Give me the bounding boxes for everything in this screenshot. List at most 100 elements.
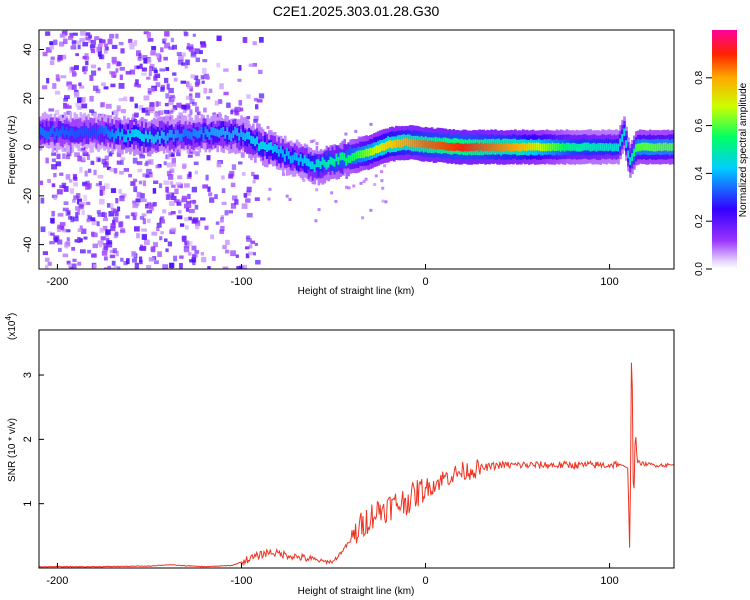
heatmap-cell [156, 227, 160, 231]
heatmap-cell [341, 152, 345, 168]
heatmap-cell [42, 85, 48, 90]
heatmap-cell [206, 155, 211, 161]
heatmap-cell [379, 144, 382, 153]
heatmap-cell [90, 160, 95, 165]
heatmap-cell [329, 156, 333, 165]
heatmap-cell [185, 207, 190, 212]
heatmap-cell [462, 143, 466, 152]
heatmap-cell [81, 210, 85, 215]
heatmap-cell [204, 126, 208, 135]
heatmap-cell [185, 95, 192, 100]
heatmap-cell [110, 72, 117, 78]
heatmap-cell [285, 194, 289, 198]
heatmap-cell [184, 225, 189, 230]
heatmap-cell [130, 212, 135, 217]
heatmap-cell [39, 127, 41, 136]
heatmap-cell [321, 157, 325, 165]
heatmap-cell [670, 143, 674, 152]
heatmap-cell [53, 131, 57, 140]
heatmap-cell [119, 66, 125, 71]
heatmap-cell [112, 59, 116, 65]
heatmap-cell [394, 140, 398, 148]
heatmap-cell [254, 242, 258, 246]
heatmap-cell [79, 126, 83, 135]
heatmap-cell [119, 132, 122, 141]
heatmap-cell [132, 178, 138, 183]
heatmap-cell [567, 142, 571, 151]
heatmap-cell [299, 153, 303, 162]
heatmap-cell [141, 72, 147, 76]
heatmap-cell [160, 47, 164, 53]
heatmap-cell [271, 145, 275, 154]
heatmap-cell [185, 240, 189, 246]
heatmap-cell [207, 266, 211, 269]
heatmap-cell [268, 187, 272, 191]
heatmap-cell [85, 60, 89, 66]
heatmap-cell [113, 168, 118, 174]
heatmap-cell [120, 157, 126, 161]
heatmap-cell [115, 197, 119, 204]
heatmap-cell [418, 139, 422, 148]
heatmap-cell [78, 82, 82, 86]
heatmap-cell [110, 83, 116, 88]
heatmap-cell [174, 130, 178, 139]
heatmap-cell [195, 151, 200, 157]
heatmap-cell [553, 143, 557, 152]
heatmap-cell [137, 168, 143, 173]
heatmap-cell [101, 250, 108, 256]
heatmap-cell [220, 225, 225, 232]
heatmap-cell [82, 182, 88, 186]
heatmap-cell [91, 128, 94, 136]
heatmap-cell [647, 142, 650, 151]
heatmap-cell [57, 213, 64, 217]
heatmap-cell [623, 128, 626, 137]
heatmap-cell [120, 159, 124, 165]
heatmap-cell [118, 82, 125, 89]
heatmap-cell [603, 143, 606, 152]
heatmap-cell [133, 226, 140, 232]
heatmap-cell [593, 142, 597, 151]
heatmap-cell [169, 192, 175, 198]
heatmap-cell [117, 206, 121, 212]
heatmap-cell [109, 70, 116, 75]
heatmap-cell [133, 129, 136, 138]
heatmap-cell [242, 132, 245, 141]
heatmap-cell [93, 264, 97, 268]
heatmap-cell [631, 153, 634, 161]
heatmap-cell [142, 134, 146, 143]
heatmap-cell [139, 63, 143, 69]
heatmap-cell [60, 114, 66, 120]
heatmap-cell [87, 129, 91, 138]
heatmap-cell [317, 159, 321, 167]
heatmap-cell [137, 84, 142, 88]
heatmap-cell [357, 136, 361, 140]
heatmap-cell [241, 171, 246, 176]
heatmap-cell [444, 142, 448, 151]
heatmap-cell [617, 143, 620, 152]
y-multiplier-base: (x10 [7, 320, 18, 340]
heatmap-cell [203, 107, 207, 113]
heatmap-cell [551, 142, 555, 151]
heatmap-cell [168, 116, 173, 122]
heatmap-cell [256, 136, 259, 145]
heatmap-cell [94, 36, 100, 41]
heatmap-cell [545, 143, 549, 152]
heatmap-cell [258, 93, 265, 99]
heatmap-cell [103, 86, 109, 90]
heatmap-cell [156, 131, 160, 140]
heatmap-cell [104, 155, 109, 161]
heatmap-cell [231, 195, 238, 201]
heatmap-cell [230, 108, 237, 113]
heatmap-cell [146, 168, 152, 175]
heatmap-cell [108, 211, 115, 217]
heatmap-cell [113, 124, 116, 141]
heatmap-cell [184, 183, 190, 188]
heatmap-cell [51, 152, 57, 156]
heatmap-cell [62, 253, 69, 258]
heatmap-cell [575, 143, 579, 152]
heatmap-cell [502, 143, 505, 152]
heatmap-cell [186, 130, 190, 139]
heatmap-cell [170, 108, 176, 113]
heatmap-cell [84, 170, 88, 177]
heatmap-cell [59, 225, 65, 231]
